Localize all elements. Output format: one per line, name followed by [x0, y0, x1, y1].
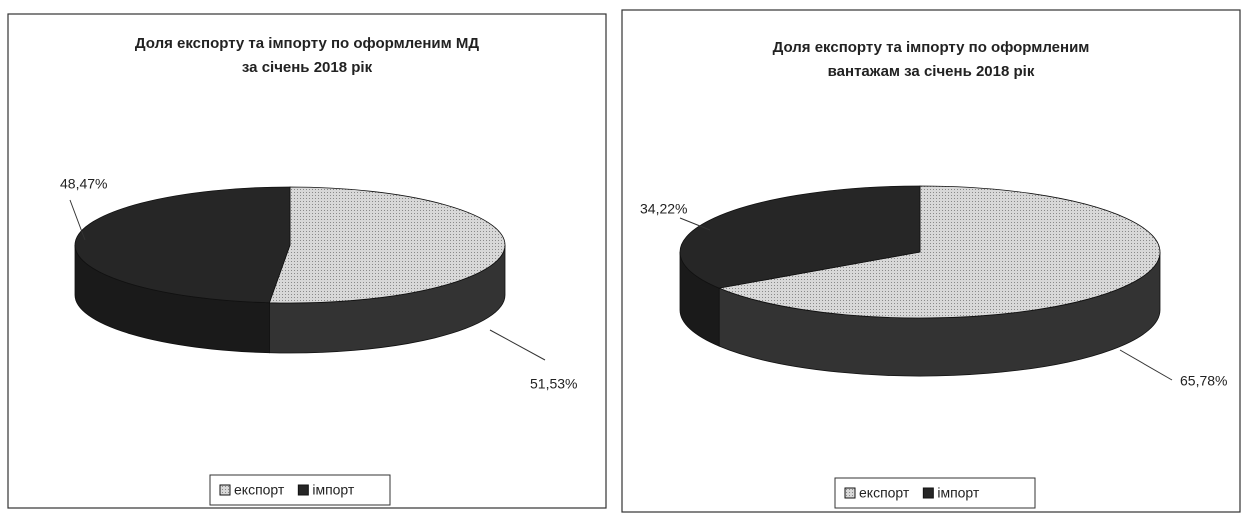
leader-line — [69, 199, 86, 241]
legend-swatch — [219, 484, 231, 496]
pie-chart: Доля експорту та імпорту по оформленим ва… — [621, 9, 1241, 513]
legend-label: імпорт — [937, 485, 980, 501]
data-label: 65,78% — [1180, 373, 1227, 389]
pie-chart: Доля експорту та імпорту по оформленим М… — [7, 13, 607, 509]
slice — [717, 185, 1161, 319]
leader-line — [679, 217, 711, 231]
slice — [268, 186, 506, 304]
legend-label: експорт — [234, 482, 285, 498]
chart-title: Доля експорту та імпорту по оформленим М… — [135, 35, 479, 52]
slice — [74, 186, 291, 304]
chart-title: Доля експорту та імпорту по оформленим — [773, 39, 1090, 56]
chart-title: за січень 2018 рік — [242, 59, 373, 76]
legend-swatch — [844, 487, 856, 499]
legend-label: імпорт — [312, 482, 355, 498]
legend-swatch — [922, 487, 934, 499]
chart-title: вантажам за січень 2018 рік — [828, 63, 1035, 80]
data-label: 48,47% — [60, 176, 107, 192]
leader-line — [489, 329, 546, 361]
legend-box — [834, 477, 1036, 509]
legend-swatch — [297, 484, 309, 496]
data-label: 34,22% — [640, 201, 687, 217]
leader-line — [1119, 349, 1173, 381]
data-label: 51,53% — [530, 376, 577, 392]
slice — [679, 185, 921, 289]
legend-label: експорт — [859, 485, 910, 501]
